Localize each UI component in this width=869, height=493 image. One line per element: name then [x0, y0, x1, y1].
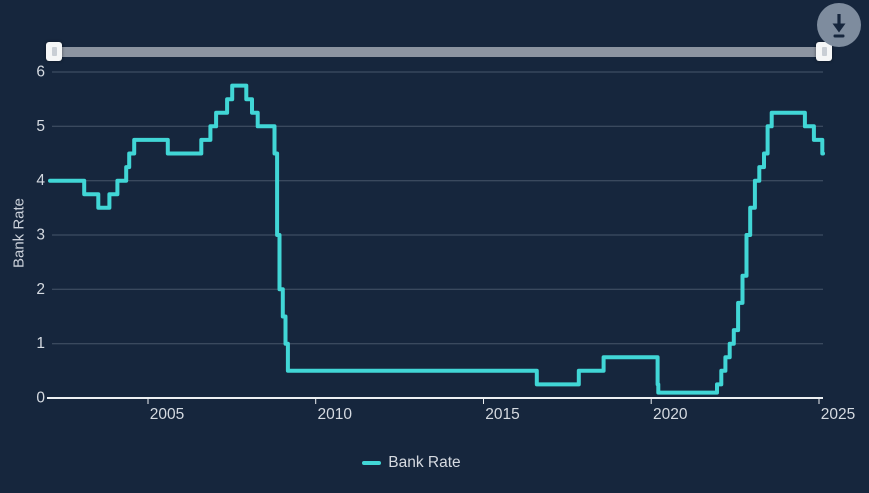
legend-marker — [362, 461, 382, 465]
y-tick-label: 6 — [36, 64, 45, 81]
download-icon — [832, 14, 846, 38]
download-button[interactable] — [817, 3, 861, 47]
bank-rate-line — [48, 83, 825, 395]
x-tick-label: 2020 — [653, 406, 688, 423]
bank-rate-chart: 0 1 2 3 4 5 6 Bank Rate 2005 2010 2015 2020 2025 — [11, 64, 856, 424]
y-tick-label: 0 — [36, 390, 45, 407]
range-slider-track[interactable] — [50, 47, 832, 57]
x-tick-label: 2010 — [317, 406, 352, 423]
y-tick-label: 5 — [36, 118, 45, 135]
legend: Bank Rate — [0, 451, 823, 475]
range-slider-handle-left[interactable] — [46, 42, 62, 61]
y-tick-label: 4 — [36, 172, 45, 189]
y-tick-label: 1 — [36, 335, 45, 352]
y-axis-title: Bank Rate — [11, 198, 28, 268]
x-tick-label: 2015 — [485, 406, 519, 423]
slider-grip-icon — [51, 47, 57, 56]
legend-item-bank-rate[interactable]: Bank Rate — [362, 454, 461, 472]
y-tick-label: 3 — [36, 227, 45, 244]
slider-grip-icon — [821, 47, 827, 56]
x-tick-label: 2005 — [150, 406, 184, 423]
range-slider — [0, 0, 869, 64]
y-tick-label: 2 — [36, 281, 45, 298]
range-slider-handle-right[interactable] — [816, 42, 832, 61]
legend-label: Bank Rate — [388, 454, 461, 471]
x-tick-label: 2025 — [821, 406, 855, 423]
